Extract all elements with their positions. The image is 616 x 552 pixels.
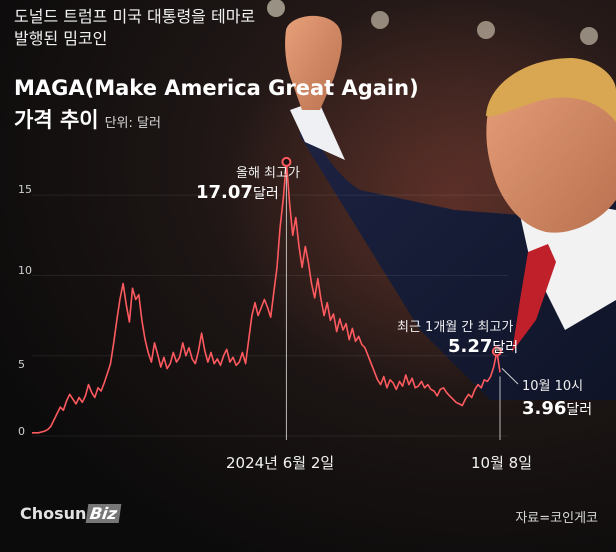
peak-annotation-value: 17.07달러 <box>196 182 279 203</box>
x-tick-label: 2024년 6월 2일 <box>226 454 335 472</box>
month-high-value: 5.27 <box>448 336 493 357</box>
month-high-annotation-label: 최근 1개월 간 최고가 <box>397 320 514 335</box>
y-tick-label: 5 <box>18 358 25 371</box>
latest-annotation-label: 10월 10시 <box>522 379 584 394</box>
chart-title-2: 가격 추이 단위: 달러 <box>14 106 161 138</box>
y-tick-label: 0 <box>18 425 25 438</box>
latest-value: 3.96 <box>522 398 567 419</box>
x-tick-label: 10월 8일 <box>471 454 532 472</box>
latest-unit: 달러 <box>566 402 593 418</box>
peak-annotation-label: 올해 최고가 <box>236 166 300 181</box>
month-high-unit: 달러 <box>492 340 519 356</box>
month-high-marker <box>491 346 502 357</box>
peak-marker <box>281 156 292 167</box>
peak-value: 17.07 <box>196 182 253 203</box>
price-line <box>32 161 501 434</box>
latest-connector <box>501 368 519 385</box>
month-high-annotation-value: 5.27달러 <box>448 336 518 357</box>
title-line-1: 도널드 트럼프 미국 대통령을 테마로 <box>14 7 256 26</box>
chosunbiz-logo: Chosun Biz <box>20 504 122 523</box>
chart-title-suffix: 가격 추이 <box>14 108 99 132</box>
y-tick-label: 15 <box>18 183 32 196</box>
title-line-2: 발행된 밈코인 <box>14 29 108 48</box>
latest-annotation-value: 3.96달러 <box>522 398 592 419</box>
y-tick-label: 10 <box>18 264 32 277</box>
peak-unit: 달러 <box>252 186 279 202</box>
chart-title: MAGA(Make America Great Again) <box>14 76 419 100</box>
source-label: 자료=코인게코 <box>515 511 598 526</box>
logo-biz: Biz <box>86 504 122 523</box>
unit-label: 단위: 달러 <box>104 116 161 131</box>
logo-main: Chosun <box>20 504 87 523</box>
